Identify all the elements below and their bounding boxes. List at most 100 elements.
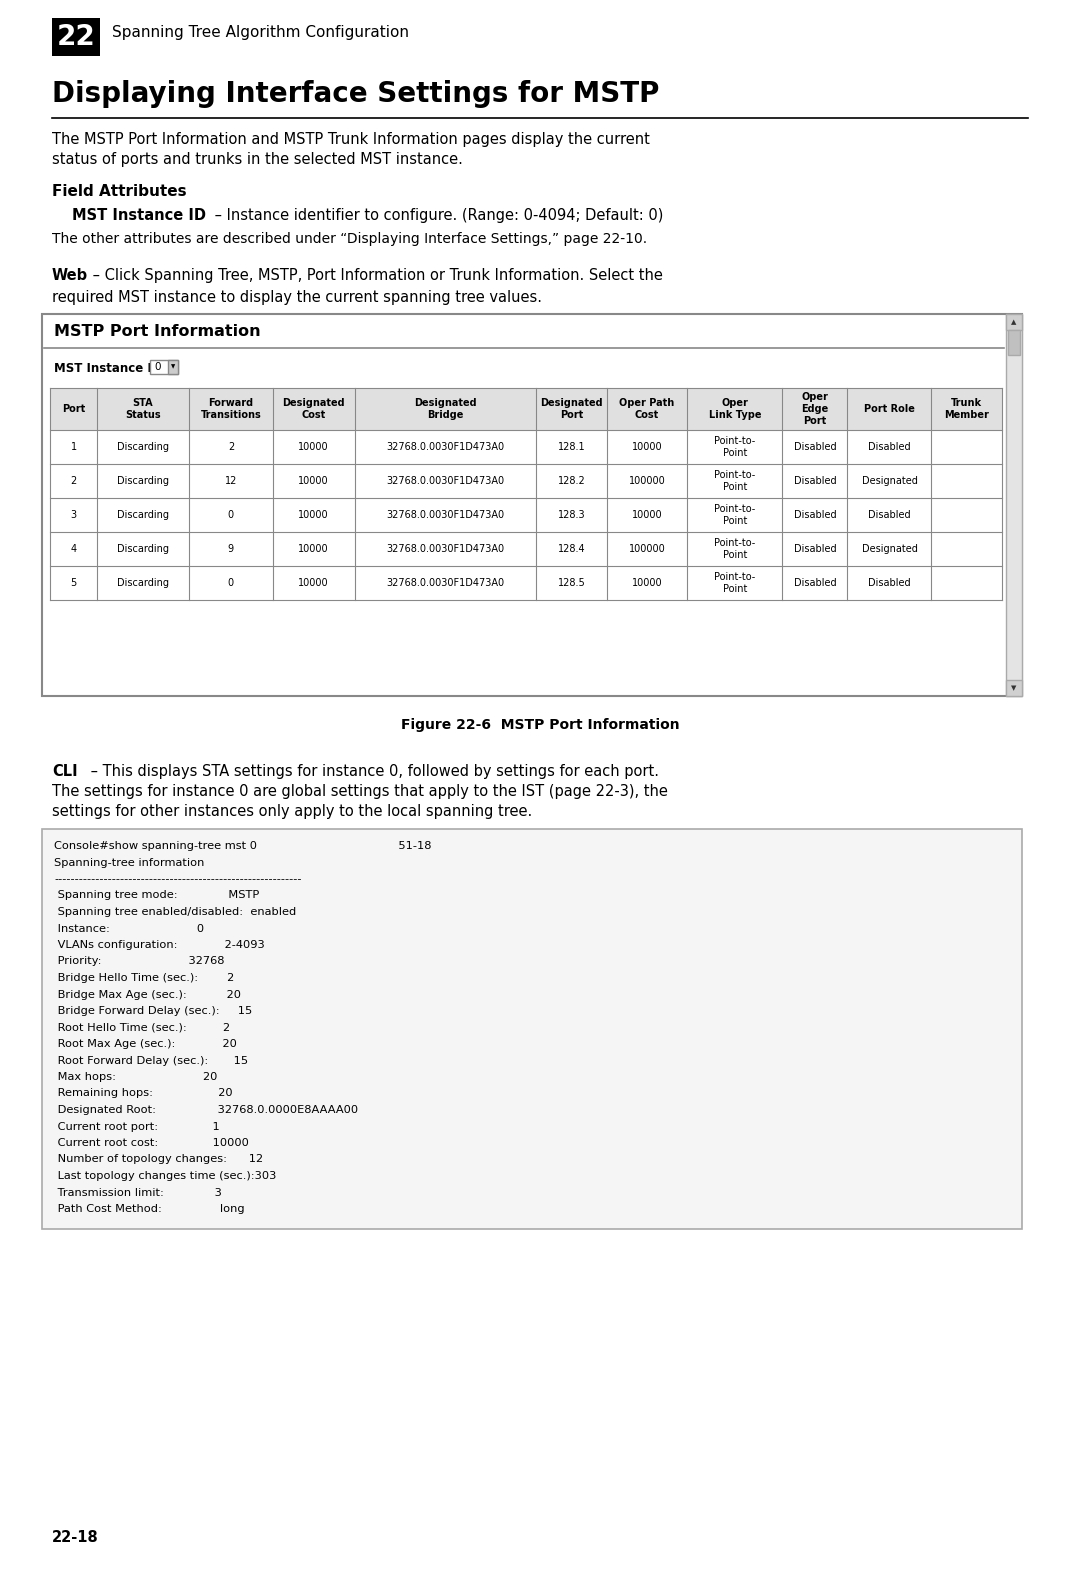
Text: Root Max Age (sec.):             20: Root Max Age (sec.): 20	[54, 1039, 237, 1049]
Text: 128.4: 128.4	[557, 543, 585, 554]
Text: 32768.0.0030F1D473A0: 32768.0.0030F1D473A0	[387, 543, 504, 554]
Text: Displaying Interface Settings for MSTP: Displaying Interface Settings for MSTP	[52, 80, 660, 108]
Text: 32768.0.0030F1D473A0: 32768.0.0030F1D473A0	[387, 476, 504, 487]
Text: The other attributes are described under “Displaying Interface Settings,” page 2: The other attributes are described under…	[52, 232, 647, 246]
Text: ▼: ▼	[1011, 685, 1016, 691]
Text: 32768.0.0030F1D473A0: 32768.0.0030F1D473A0	[387, 578, 504, 589]
Text: The MSTP Port Information and MSTP Trunk Information pages display the current: The MSTP Port Information and MSTP Trunk…	[52, 132, 650, 148]
Text: Designated
Port: Designated Port	[540, 399, 603, 419]
Text: Discarding: Discarding	[117, 543, 168, 554]
Text: Disabled: Disabled	[868, 510, 910, 520]
Text: Forward
Transitions: Forward Transitions	[201, 399, 261, 419]
Text: 128.2: 128.2	[557, 476, 585, 487]
Text: 5: 5	[70, 578, 77, 589]
Text: Bridge Hello Time (sec.):        2: Bridge Hello Time (sec.): 2	[54, 973, 234, 983]
Text: Instance:                        0: Instance: 0	[54, 923, 204, 934]
Text: 3: 3	[70, 510, 77, 520]
Text: required MST instance to display the current spanning tree values.: required MST instance to display the cur…	[52, 290, 542, 305]
Text: Point-to-
Point: Point-to- Point	[714, 436, 756, 458]
Bar	[1005, 314, 1022, 696]
Text: Path Cost Method:                long: Path Cost Method: long	[54, 1204, 245, 1214]
Text: MSTP Port Information: MSTP Port Information	[54, 323, 260, 339]
Text: Spanning Tree Algorithm Configuration: Spanning Tree Algorithm Configuration	[112, 25, 409, 39]
Text: 10000: 10000	[298, 510, 329, 520]
Bar	[50, 567, 1002, 600]
Text: 10000: 10000	[298, 443, 329, 452]
Text: Last topology changes time (sec.):303: Last topology changes time (sec.):303	[54, 1171, 276, 1181]
Text: 10000: 10000	[632, 510, 662, 520]
Text: 10000: 10000	[298, 578, 329, 589]
Text: STA
Status: STA Status	[125, 399, 161, 419]
Text: Root Forward Delay (sec.):       15: Root Forward Delay (sec.): 15	[54, 1055, 248, 1066]
Text: 128.5: 128.5	[557, 578, 585, 589]
Text: Point-to-
Point: Point-to- Point	[714, 469, 756, 491]
Text: Disabled: Disabled	[868, 443, 910, 452]
Bar	[1005, 680, 1022, 696]
Text: – This displays STA settings for instance 0, followed by settings for each port.: – This displays STA settings for instanc…	[86, 765, 659, 779]
Text: 2: 2	[70, 476, 77, 487]
Text: Discarding: Discarding	[117, 578, 168, 589]
Text: 10000: 10000	[298, 476, 329, 487]
Text: – Instance identifier to configure. (Range: 0-4094; Default: 0): – Instance identifier to configure. (Ran…	[210, 207, 663, 223]
Bar	[50, 532, 1002, 567]
Text: Current root port:               1: Current root port: 1	[54, 1121, 219, 1132]
Text: Figure 22-6  MSTP Port Information: Figure 22-6 MSTP Port Information	[401, 717, 679, 732]
Text: Designated Root:                 32768.0.0000E8AAAA00: Designated Root: 32768.0.0000E8AAAA00	[54, 1105, 359, 1115]
Text: 100000: 100000	[629, 543, 665, 554]
Bar	[50, 498, 1002, 532]
Bar	[52, 17, 100, 57]
Text: Current root cost:               10000: Current root cost: 10000	[54, 1138, 248, 1148]
Bar	[1008, 330, 1020, 355]
Text: Spanning tree mode:              MSTP: Spanning tree mode: MSTP	[54, 890, 259, 901]
Text: 0: 0	[228, 578, 234, 589]
Text: MST Instance ID:: MST Instance ID:	[54, 363, 166, 375]
Text: 128.3: 128.3	[557, 510, 585, 520]
Text: CLI: CLI	[52, 765, 78, 779]
Text: 32768.0.0030F1D473A0: 32768.0.0030F1D473A0	[387, 510, 504, 520]
Text: ▼: ▼	[171, 364, 175, 369]
Text: Oper Path
Cost: Oper Path Cost	[619, 399, 675, 419]
Text: Remaining hops:                  20: Remaining hops: 20	[54, 1088, 232, 1099]
Text: 9: 9	[228, 543, 234, 554]
Text: Disabled: Disabled	[794, 510, 836, 520]
Text: Oper
Link Type: Oper Link Type	[708, 399, 761, 419]
Text: Root Hello Time (sec.):          2: Root Hello Time (sec.): 2	[54, 1022, 230, 1033]
Text: 10000: 10000	[632, 443, 662, 452]
Text: Transmission limit:              3: Transmission limit: 3	[54, 1187, 221, 1198]
Text: Discarding: Discarding	[117, 476, 168, 487]
Text: 10000: 10000	[298, 543, 329, 554]
Text: settings for other instances only apply to the local spanning tree.: settings for other instances only apply …	[52, 804, 532, 820]
Bar	[50, 465, 1002, 498]
Bar	[42, 829, 1022, 1228]
Text: 10000: 10000	[632, 578, 662, 589]
Text: 128.1: 128.1	[557, 443, 585, 452]
Text: Max hops:                        20: Max hops: 20	[54, 1072, 217, 1082]
Text: 1: 1	[70, 443, 77, 452]
Text: 4: 4	[70, 543, 77, 554]
Text: 22-18: 22-18	[52, 1531, 98, 1545]
Text: Disabled: Disabled	[794, 543, 836, 554]
Text: ▲: ▲	[1011, 319, 1016, 325]
Text: Discarding: Discarding	[117, 510, 168, 520]
Bar	[50, 388, 1002, 430]
Text: Designated: Designated	[862, 476, 917, 487]
Text: 2: 2	[228, 443, 234, 452]
Bar	[150, 360, 178, 374]
Text: Designated: Designated	[862, 543, 917, 554]
Text: Designated
Cost: Designated Cost	[283, 399, 346, 419]
Text: Point-to-
Point: Point-to- Point	[714, 504, 756, 526]
Text: Disabled: Disabled	[794, 443, 836, 452]
Bar	[1005, 314, 1022, 330]
Text: Number of topology changes:      12: Number of topology changes: 12	[54, 1154, 264, 1165]
Text: Web: Web	[52, 268, 89, 283]
Bar	[50, 430, 1002, 465]
Bar	[42, 314, 1022, 696]
Text: Bridge Max Age (sec.):           20: Bridge Max Age (sec.): 20	[54, 989, 241, 1000]
Text: Port: Port	[62, 403, 85, 414]
Text: 22: 22	[56, 24, 95, 50]
Text: status of ports and trunks in the selected MST instance.: status of ports and trunks in the select…	[52, 152, 463, 166]
Text: Disabled: Disabled	[794, 476, 836, 487]
Text: 12: 12	[225, 476, 238, 487]
Text: Spanning-tree information: Spanning-tree information	[54, 857, 204, 868]
Text: 0: 0	[154, 363, 161, 372]
